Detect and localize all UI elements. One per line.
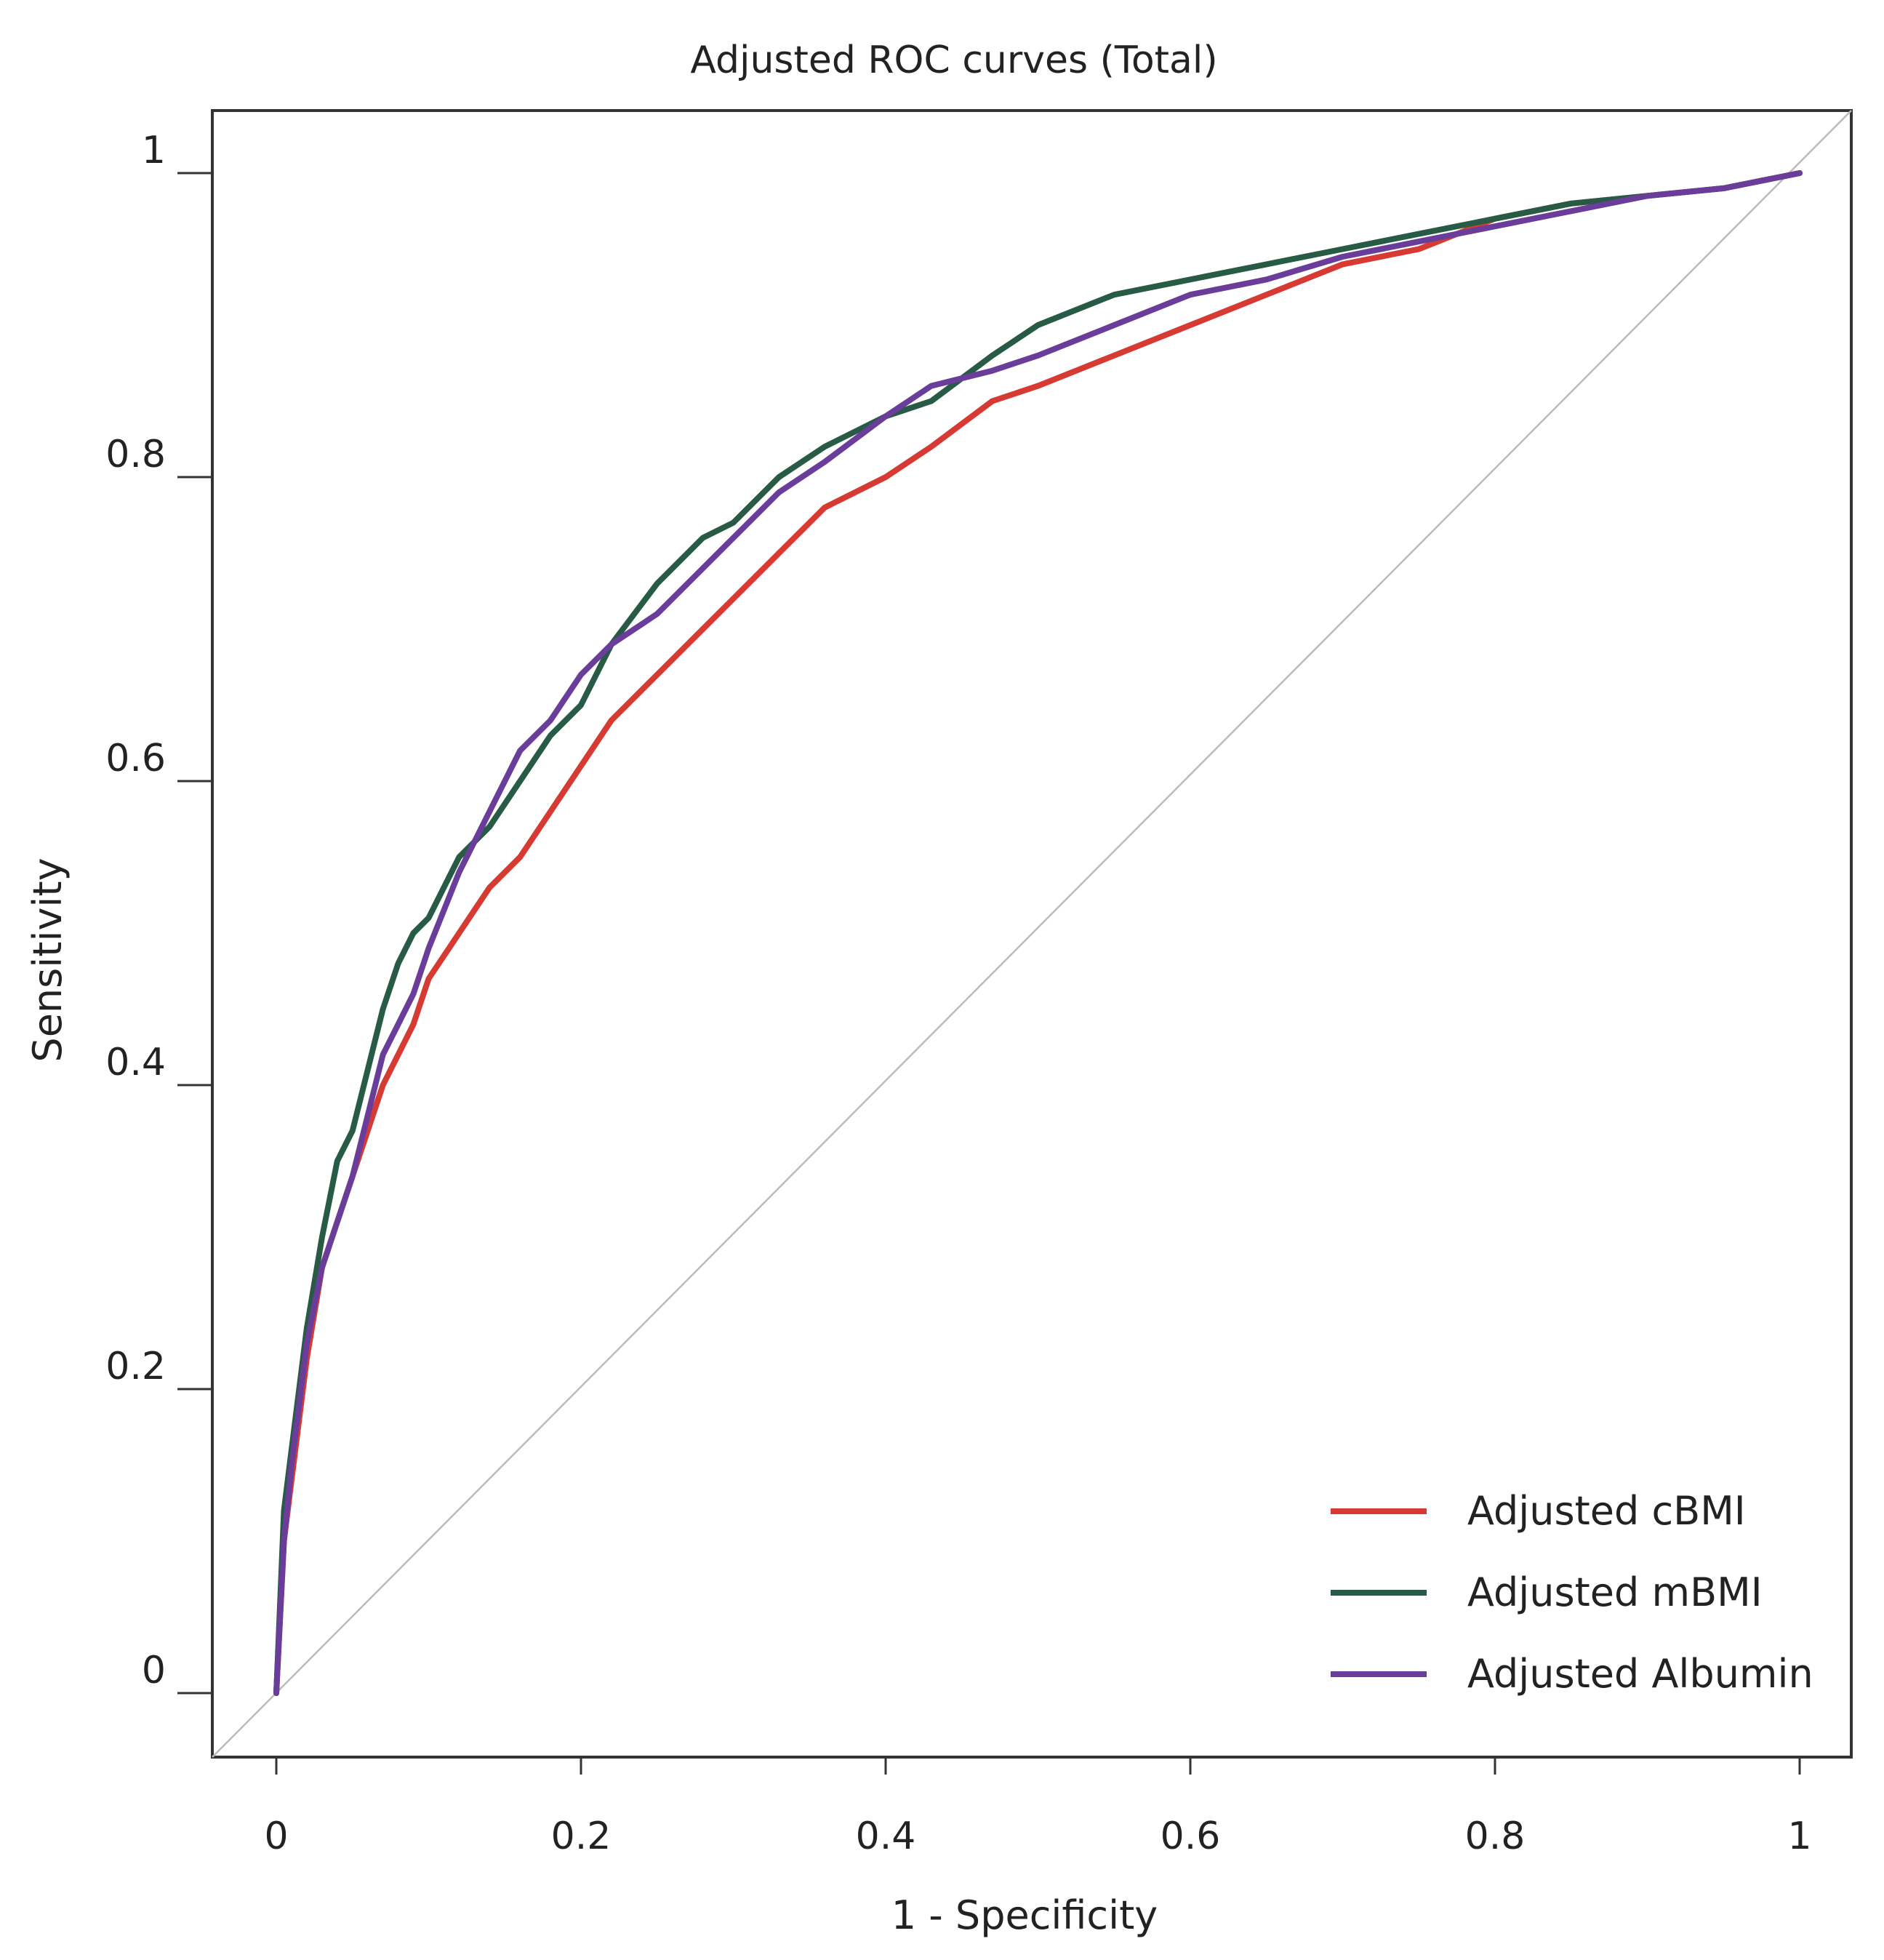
x-tick-label: 0 <box>264 1815 288 1858</box>
y-tick-label: 0.6 <box>105 737 166 780</box>
chart-title: Adjusted ROC curves (Total) <box>690 39 1217 82</box>
legend: Adjusted cBMI Adjusted mBMI Adjusted Album… <box>1331 1488 1813 1697</box>
x-tick-label: 0.4 <box>856 1815 916 1858</box>
x-tick-label: 1 <box>1787 1815 1811 1858</box>
plot-frame <box>211 109 1853 1759</box>
y-tick-label: 0.4 <box>105 1041 166 1084</box>
series-layer <box>273 170 1803 1696</box>
x-tick-label: 0.2 <box>551 1815 612 1858</box>
x-tick-label: 0.6 <box>1161 1815 1221 1858</box>
x-axis: 0 0.2 0.4 0.6 0.8 1 <box>264 1757 1812 1858</box>
y-tick-label: 0.8 <box>105 433 166 476</box>
legend-label-2: Adjusted Albumin <box>1467 1651 1813 1697</box>
legend-label-1: Adjusted mBMI <box>1467 1569 1763 1615</box>
series-line-2 <box>273 170 1803 1696</box>
y-tick-label: 1 <box>142 129 166 172</box>
y-tick-label: 0.2 <box>105 1345 166 1388</box>
series-line-0 <box>273 170 1803 1696</box>
series-line-1 <box>273 170 1803 1696</box>
y-tick-label: 0 <box>142 1649 166 1692</box>
y-axis: 0 0.2 0.4 0.6 0.8 1 <box>105 129 212 1695</box>
x-tick-label: 0.8 <box>1465 1815 1526 1858</box>
chance-diagonal <box>212 110 1852 1758</box>
legend-label-0: Adjusted cBMI <box>1467 1488 1746 1534</box>
reference-line-layer <box>212 110 1852 1758</box>
x-axis-label: 1 - Specificity <box>891 1892 1158 1938</box>
y-axis-label: Sensitivity <box>25 857 71 1062</box>
